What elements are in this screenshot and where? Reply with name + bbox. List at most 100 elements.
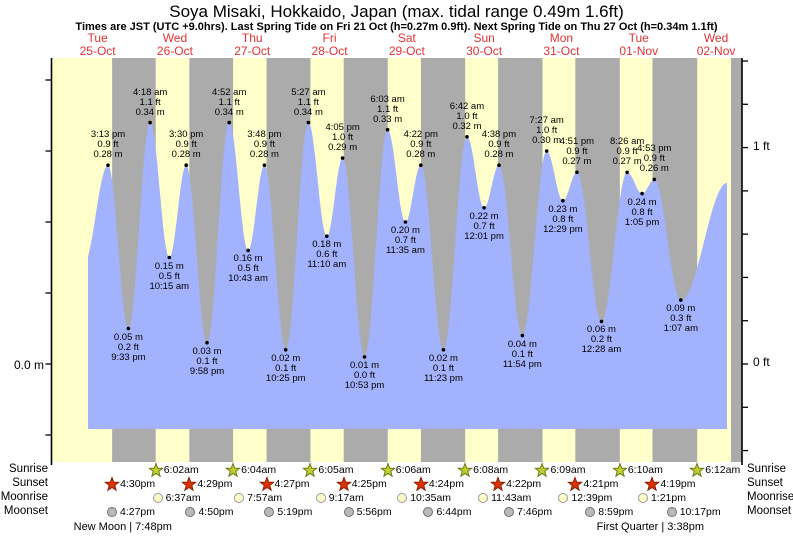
tide-annotation: 4:38 pm 0.9 ft 0.28 m [481, 129, 517, 161]
tide-annotation: 0.20 m 0.7 ft 11:35 am [385, 225, 425, 256]
moonset-time-label: 6:44pm [436, 505, 472, 518]
page-title: Soya Misaki, Hokkaido, Japan (max. tidal… [169, 2, 624, 21]
moonset-time-label: 4:50pm [198, 505, 234, 518]
tide-extreme-dot [575, 170, 579, 175]
day-header: Tue 25-Oct [79, 31, 116, 58]
sunset-time-label: 4:29pm [197, 477, 233, 490]
tide-extreme-dot [205, 340, 209, 345]
tide-extreme-dot [679, 298, 683, 302]
tide-annotation: 0.06 m 0.2 ft 12:28 am [581, 324, 622, 356]
tide-annotation: 3:13 pm 0.9 ft 0.28 m [90, 129, 126, 161]
sunrise-icon [147, 461, 164, 477]
tide-annotation: 0.04 m 0.1 ft 11:54 pm [502, 338, 542, 370]
moonrise-time-label: 10:35am [410, 491, 452, 504]
right-axis-1ft-label: 1 ft [753, 139, 770, 153]
row-label-sunrise-left: Sunrise [9, 463, 48, 475]
sunrise-time-label: 6:12am [705, 463, 741, 476]
moonset-icon [504, 506, 515, 517]
tide-extreme-dot [465, 135, 469, 139]
tide-annotation: 0.01 m 0.0 ft 10:53 pm [344, 359, 385, 391]
moonrise-icon [397, 492, 408, 503]
sunrise-time-label: 6:10am [627, 463, 663, 476]
moonset-icon [666, 506, 677, 517]
day-header: Wed 26-Oct [156, 31, 193, 58]
tide-extreme-dot [561, 198, 565, 203]
moonrise-icon [558, 492, 569, 503]
tide-annotation: 0.03 m 0.1 ft 9:58 pm [189, 345, 225, 377]
night-band [731, 58, 742, 462]
row-label-moonrise-left: Moonrise [0, 491, 48, 503]
moonset-time-label: 7:46pm [517, 505, 553, 518]
sunrise-time-label: 6:09am [550, 463, 586, 476]
moonrise-time-label: 1:21pm [650, 491, 686, 504]
tide-extreme-dot [306, 120, 311, 125]
moonrise-time-label: 9:17am [328, 491, 364, 504]
tide-annotation: 4:52 am 1.1 ft 0.34 m [212, 86, 247, 118]
sunset-icon [335, 475, 352, 491]
sunset-icon [644, 475, 661, 491]
moon-phase-label: First Quarter | 3:38pm [596, 521, 704, 533]
tide-annotation: 6:42 am 1.0 ft 0.32 m [449, 100, 485, 132]
sunset-time-label: 4:30pm [120, 477, 156, 490]
sunset-time-label: 4:21pm [583, 477, 619, 490]
sunset-icon [181, 475, 198, 491]
right-axis-0ft-label: 0 ft [753, 355, 770, 369]
tide-extreme-dot [362, 355, 367, 359]
tide-annotation: 8:26 am 0.9 ft 0.27 m [609, 136, 645, 168]
day-header: Sun 30-Oct [466, 31, 503, 58]
tide-extreme-dot [148, 120, 152, 125]
tide-extreme-dot [167, 255, 172, 260]
moonset-time-label: 10:17pm [679, 505, 721, 518]
tide-annotation: 0.24 m 0.8 ft 1:05 pm [624, 196, 660, 228]
moonset-time-label: 4:27pm [119, 505, 155, 518]
sunrise-time-label: 6:05am [318, 463, 354, 476]
tide-annotation: 0.23 m 0.8 ft 12:29 pm [543, 203, 583, 235]
sunset-icon [104, 475, 121, 491]
sunset-icon [258, 475, 275, 491]
tide-annotation: 4:51 pm 0.9 ft 0.27 m [559, 136, 595, 168]
tide-extreme-dot [482, 206, 486, 210]
sunset-time-label: 4:19pm [660, 477, 696, 490]
moonrise-time-label: 11:43am [491, 491, 532, 504]
moonset-time-label: 5:56pm [356, 505, 392, 518]
moonrise-icon [152, 492, 163, 503]
moonset-icon [264, 506, 275, 517]
tide-extreme-dot [385, 127, 390, 132]
day-header: Sat 29-Oct [388, 31, 425, 58]
day-header: Tue 01-Nov [619, 31, 659, 58]
tide-extreme-dot [520, 333, 525, 338]
sunset-icon [412, 475, 429, 491]
tide-extreme-dot [652, 177, 657, 182]
row-label-moonrise-right: Moonrise [747, 491, 793, 503]
tide-annotation: 0.05 m 0.2 ft 9:33 pm [111, 331, 146, 363]
day-header: Wed 02-Nov [696, 31, 736, 58]
sunrise-time-label: 6:08am [473, 463, 509, 476]
sunset-time-label: 4:25pm [351, 477, 387, 490]
moonrise-time-label: 12:39pm [571, 491, 613, 504]
tide-annotation: 0.02 m 0.1 ft 11:23 pm [423, 352, 463, 384]
tide-annotation: 4:53 pm 0.9 ft 0.26 m [637, 143, 672, 175]
moonrise-icon [315, 492, 326, 503]
sunrise-icon [457, 461, 474, 477]
moonset-time-label: 5:19pm [277, 505, 313, 518]
tide-extreme-dot [544, 149, 549, 153]
tide-annotation: 3:30 pm 0.9 ft 0.28 m [169, 129, 204, 161]
tide-extreme-dot [441, 348, 446, 352]
tide-annotation: 0.16 m 0.5 ft 10:43 am [228, 253, 268, 285]
moonset-icon [423, 506, 434, 517]
sunrise-time-label: 6:06am [395, 463, 431, 476]
row-label-sunrise-right: Sunrise [747, 463, 786, 475]
moonrise-time-label: 6:37am [165, 491, 201, 504]
moonrise-icon [234, 492, 245, 503]
moonset-icon [185, 506, 196, 517]
tide-extreme-dot [227, 120, 231, 125]
tide-extreme-dot [640, 191, 644, 196]
sunset-time-label: 4:22pm [506, 477, 542, 490]
day-header: Fri 28-Oct [311, 31, 348, 58]
sunrise-icon [379, 461, 396, 477]
row-label-sunset-left: Sunset [12, 477, 48, 489]
moonrise-icon [478, 492, 489, 503]
sunrise-icon [302, 461, 319, 477]
sunrise-time-label: 6:02am [163, 463, 199, 476]
